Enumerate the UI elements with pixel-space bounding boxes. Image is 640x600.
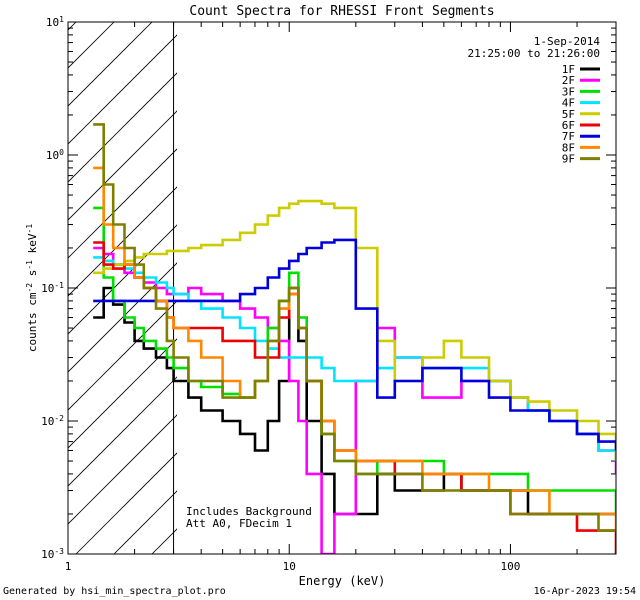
x-tick-labels: 1 10 100 [65, 560, 521, 573]
y-tick-base: 10 [46, 16, 59, 29]
annotation-background: Includes Background [186, 505, 312, 518]
y-tick-exponent: -1 [54, 281, 64, 290]
y-axis-label-counts: counts cm [26, 292, 39, 352]
y-tick-base: 10 [41, 548, 54, 561]
legend-label-6F: 6F [562, 119, 575, 132]
legend-label-8F: 8F [562, 141, 575, 154]
legend-label-9F: 9F [562, 153, 575, 166]
y-tick-exponent: 0 [59, 148, 64, 157]
y-tick-exponent: 1 [59, 15, 64, 24]
y-tick-label: 10-2 [41, 414, 64, 429]
legend-label-3F: 3F [562, 85, 575, 98]
y-axis-label-exp-s: -1 [25, 260, 34, 270]
y-axis-label-exp-cm: -2 [25, 283, 34, 293]
hatch-line [68, 414, 177, 525]
y-tick-label: 10-1 [41, 281, 64, 296]
series-line-5F [93, 199, 616, 461]
hatch-line [0, 14, 8, 554]
hatch-line [68, 22, 153, 107]
hatch-line [68, 186, 177, 297]
y-tick-label: 100 [46, 148, 64, 163]
y-tick-label: 10-3 [41, 547, 64, 562]
generated-by-label: Generated by hsi_min_spectra_plot.pro [3, 586, 226, 597]
legend-label-4F: 4F [562, 97, 575, 110]
legend-label-1F: 1F [562, 63, 575, 76]
y-tick-base: 10 [46, 149, 59, 162]
hatch-line [68, 376, 177, 487]
y-axis-label-exp-kev: -1 [25, 224, 34, 234]
chart-title: Count Spectra for RHESSI Front Segments [189, 4, 494, 19]
series-line-7F [93, 238, 616, 451]
y-axis-label-s: s [26, 270, 39, 283]
series-group [93, 123, 616, 554]
annotation-attenuator: Att A0, FDecim 1 [186, 517, 292, 530]
y-tick-base: 10 [41, 282, 54, 295]
time-range-label: 21:25:00 to 21:26:00 [468, 47, 600, 60]
date-label: 1-Sep-2014 [534, 35, 601, 48]
y-tick-exponent: -2 [54, 414, 64, 423]
hatch-line [0, 14, 46, 554]
hatch-line [68, 72, 177, 183]
x-axis-label: Energy (keV) [299, 574, 386, 588]
hatch-line [75, 452, 177, 554]
x-tick-label: 100 [501, 560, 521, 573]
legend-label-7F: 7F [562, 130, 575, 143]
y-axis-label-kev: keV [26, 233, 39, 260]
series-line-9F [93, 123, 616, 532]
x-tick-label: 10 [283, 560, 296, 573]
y-tick-exponent: -3 [54, 547, 64, 556]
hatch-line [68, 34, 177, 145]
x-tick-label: 1 [65, 560, 72, 573]
plot-frame [67, 21, 617, 555]
hatch-line [68, 224, 177, 335]
y-tick-base: 10 [41, 415, 54, 428]
legend-label-5F: 5F [562, 108, 575, 121]
y-tick-label: 101 [46, 15, 64, 30]
legend-label-2F: 2F [562, 74, 575, 87]
y-axis-label: counts cm-2 s-1 keV-1 [25, 224, 40, 352]
timestamp-label: 16-Apr-2023 19:54 [534, 586, 636, 597]
